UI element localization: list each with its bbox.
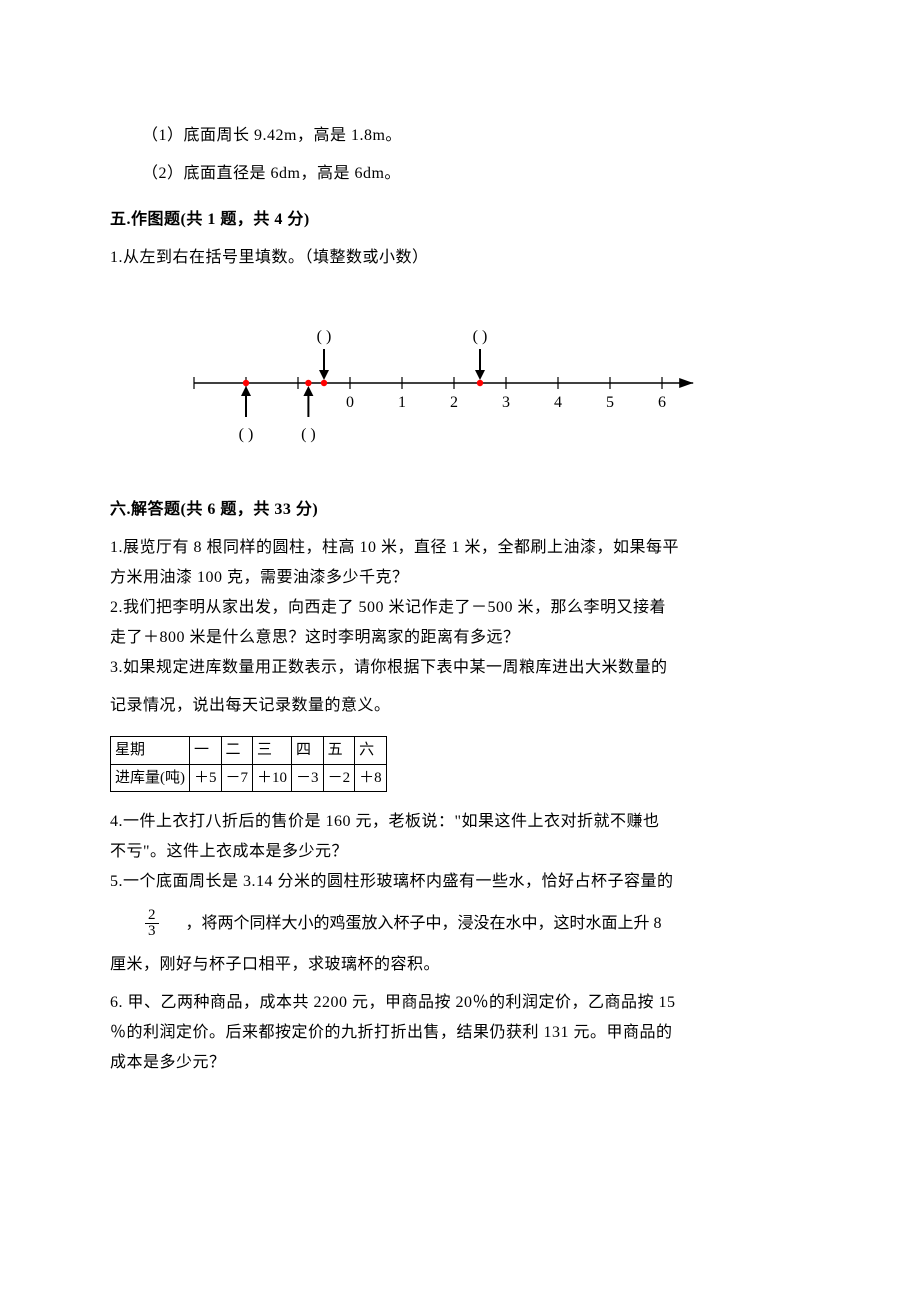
table-cell: 进库量(吨) bbox=[111, 764, 190, 792]
fraction-denominator: 3 bbox=[145, 924, 159, 939]
pre-item-2: （2）底面直径是 6dm，高是 6dm。 bbox=[110, 162, 810, 186]
section6-q5-line1: 5.一个底面周长是 3.14 分米的圆柱形玻璃杯内盛有一些水，恰好占杯子容量的 bbox=[110, 870, 810, 894]
inventory-table: 星期 一 二 三 四 五 六 进库量(吨) ＋5 －7 ＋10 －3 －2 ＋8 bbox=[110, 736, 387, 792]
svg-text:1: 1 bbox=[398, 394, 406, 411]
table-header-cell: 星期 bbox=[111, 737, 190, 765]
section6-q1-line1: 1.展览厅有 8 根同样的圆柱，柱高 10 米，直径 1 米，全都刷上油漆，如果… bbox=[110, 536, 810, 560]
svg-text:5: 5 bbox=[606, 394, 614, 411]
section6-q5-line2-text: ，将两个同样大小的鸡蛋放入杯子中，浸没在水中，这时水面上升 8 bbox=[186, 912, 662, 936]
section6-q4-line2: 不亏"。这件上衣成本是多少元？ bbox=[110, 840, 810, 864]
section5-header: 五.作图题(共 1 题，共 4 分) bbox=[110, 208, 810, 232]
section6-q3-line2: 记录情况，说出每天记录数量的意义。 bbox=[110, 694, 810, 718]
table-row: 进库量(吨) ＋5 －7 ＋10 －3 －2 ＋8 bbox=[111, 764, 387, 792]
section6-q2-line2: 走了＋800 米是什么意思？这时李明离家的距离有多远？ bbox=[110, 626, 810, 650]
section6-q2-line1: 2.我们把李明从家出发，向西走了 500 米记作走了－500 米，那么李明又接着 bbox=[110, 596, 810, 620]
svg-text:3: 3 bbox=[502, 394, 510, 411]
section6-q4-line1: 4.一件上衣打八折后的售价是 160 元，老板说："如果这件上衣对折就不赚也 bbox=[110, 810, 810, 834]
section5-q1: 1.从左到右在括号里填数。（填整数或小数） bbox=[110, 246, 810, 270]
svg-text:0: 0 bbox=[346, 394, 354, 411]
table-header-cell: 五 bbox=[323, 737, 355, 765]
section6-q1-line2: 方米用油漆 100 克，需要油漆多少千克？ bbox=[110, 566, 810, 590]
table-cell: －3 bbox=[292, 764, 324, 792]
svg-text:( ): ( ) bbox=[317, 328, 332, 345]
table-cell: ＋8 bbox=[355, 764, 387, 792]
section6-q5-frac-line: 2 3 ，将两个同样大小的鸡蛋放入杯子中，浸没在水中，这时水面上升 8 bbox=[110, 908, 810, 939]
table-header-cell: 一 bbox=[190, 737, 222, 765]
table-header-cell: 四 bbox=[292, 737, 324, 765]
table-cell: －7 bbox=[221, 764, 253, 792]
table-cell: ＋5 bbox=[190, 764, 222, 792]
section6-q3-line1: 3.如果规定进库数量用正数表示，请你根据下表中某一周粮库进出大米数量的 bbox=[110, 656, 810, 680]
svg-text:( ): ( ) bbox=[473, 328, 488, 345]
section6-q6-line3: 成本是多少元？ bbox=[110, 1051, 810, 1075]
pre-item-1: （1）底面周长 9.42m，高是 1.8m。 bbox=[110, 124, 810, 148]
svg-text:2: 2 bbox=[450, 394, 458, 411]
svg-text:4: 4 bbox=[554, 394, 562, 411]
table-row: 星期 一 二 三 四 五 六 bbox=[111, 737, 387, 765]
number-line-figure: 0 1 2 3 4 5 6 ( ) ( ) ( ) ( ) bbox=[110, 298, 810, 476]
fraction-two-thirds: 2 3 bbox=[145, 908, 159, 939]
section6-q6-line2: ％的利润定价。后来都按定价的九折打折出售，结果仍获利 131 元。甲商品的 bbox=[110, 1021, 810, 1045]
section6-q6-line1: 6. 甲、乙两种商品，成本共 2200 元，甲商品按 20％的利润定价，乙商品按… bbox=[110, 991, 810, 1015]
table-cell: ＋10 bbox=[253, 764, 292, 792]
svg-text:( ): ( ) bbox=[301, 426, 316, 443]
table-cell: －2 bbox=[323, 764, 355, 792]
section6-q5-line3: 厘米，刚好与杯子口相平，求玻璃杯的容积。 bbox=[110, 953, 810, 977]
section6-header: 六.解答题(共 6 题，共 33 分) bbox=[110, 498, 810, 522]
fraction-numerator: 2 bbox=[145, 908, 159, 924]
table-header-cell: 三 bbox=[253, 737, 292, 765]
table-header-cell: 六 bbox=[355, 737, 387, 765]
table-header-cell: 二 bbox=[221, 737, 253, 765]
number-line-svg: 0 1 2 3 4 5 6 ( ) ( ) ( ) ( ) bbox=[160, 298, 720, 468]
svg-text:6: 6 bbox=[658, 394, 666, 411]
svg-text:( ): ( ) bbox=[239, 426, 254, 443]
